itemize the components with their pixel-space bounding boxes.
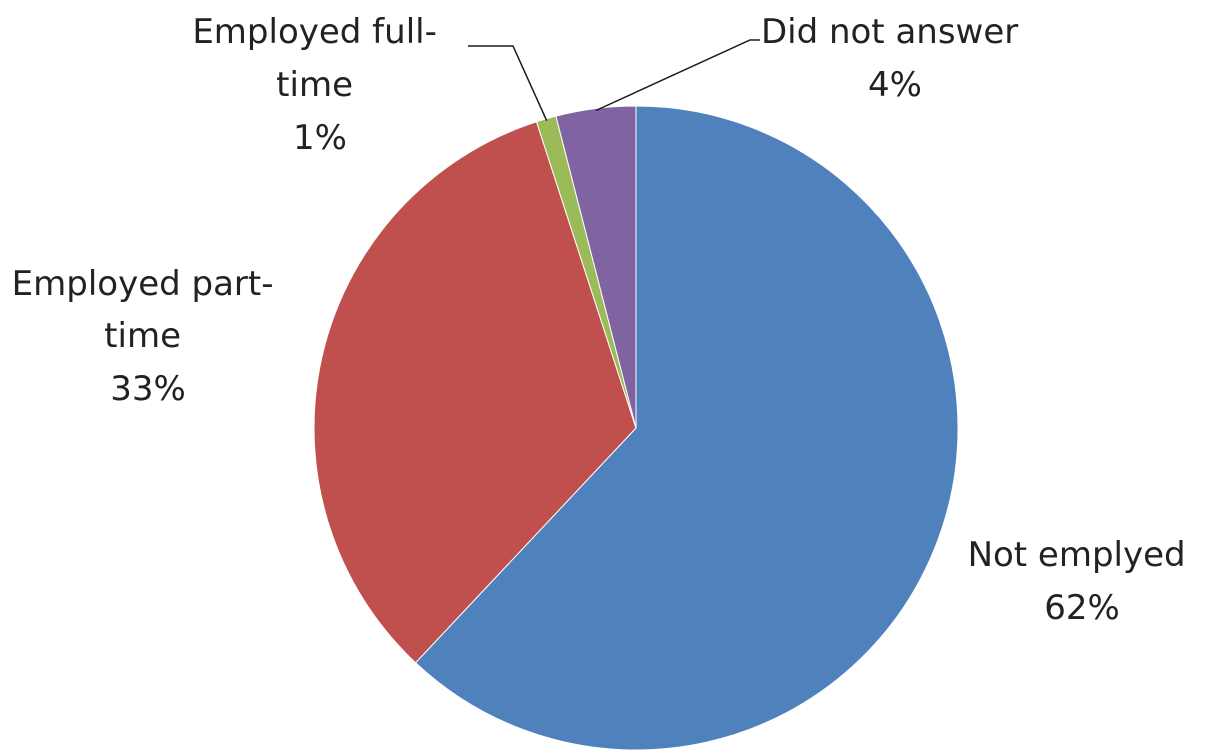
label-employed-part-time: Employed part- time 33% [12, 264, 285, 409]
leader-line-did-not-answer [595, 39, 760, 112]
label-employed-part-time-percent: 33% [110, 369, 186, 409]
label-employed-full-time-line1: Employed full- [192, 12, 437, 52]
label-employed-full-time: Employed full- time 1% [192, 12, 447, 158]
leader-line-employed-full-time [468, 45, 548, 122]
pie-slices [313, 105, 959, 751]
label-employed-full-time-line2: time [276, 65, 353, 105]
label-employed-part-time-line1: Employed part- [12, 264, 274, 304]
label-did-not-answer-name: Did not answer [761, 12, 1018, 52]
label-employed-full-time-percent: 1% [293, 118, 347, 158]
label-did-not-answer-percent: 4% [868, 65, 922, 105]
label-not-employed-percent: 62% [1044, 588, 1120, 628]
label-did-not-answer: Did not answer 4% [761, 12, 1029, 105]
label-not-employed-name: Not emplyed [968, 535, 1186, 575]
leader-lines [468, 39, 760, 122]
slice-did-not-answer [555, 105, 637, 429]
label-not-employed: Not emplyed 62% [968, 535, 1197, 628]
slice-not-employed [414, 105, 959, 751]
label-employed-part-time-line2: time [104, 316, 181, 356]
slice-employed-part-time [313, 121, 637, 664]
